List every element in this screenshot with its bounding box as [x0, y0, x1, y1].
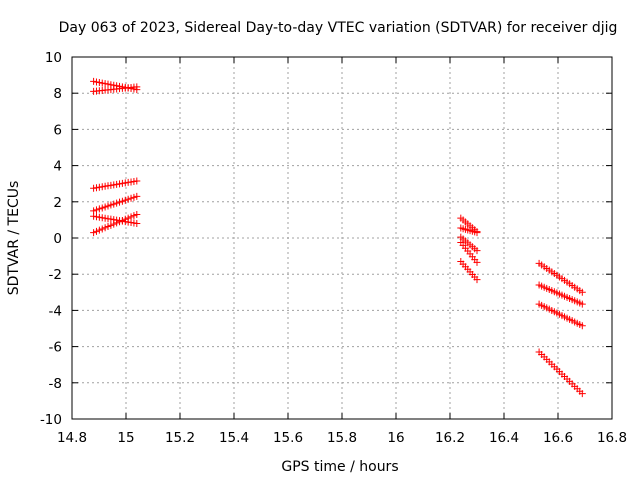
data-point	[110, 200, 118, 208]
y-axis-label: SDTVAR / TECUs	[6, 181, 22, 296]
data-point	[98, 204, 106, 212]
y-tick-label: -4	[49, 303, 62, 319]
y-tick-label: -2	[49, 267, 62, 283]
data-point	[127, 213, 135, 221]
y-tick-labels: -10 -8 -6 -4 -2 0 2 4 6 8 10	[40, 50, 62, 428]
data-point	[121, 196, 129, 204]
data-point	[107, 201, 115, 209]
data-point	[121, 215, 129, 223]
data-point	[101, 203, 109, 211]
data-point	[578, 322, 586, 330]
x-tick-label: 15.8	[327, 430, 357, 446]
data-point	[116, 198, 124, 206]
data-point	[107, 221, 115, 229]
data-point	[95, 205, 103, 213]
y-tick-label: 4	[53, 159, 62, 175]
data-point	[95, 79, 103, 87]
data-point	[133, 83, 141, 91]
data-point	[92, 206, 100, 214]
data-point	[110, 220, 118, 228]
x-tick-label: 16.8	[597, 430, 627, 446]
data-point	[90, 77, 98, 85]
y-tick-label: 8	[53, 86, 62, 102]
data-point	[473, 247, 481, 255]
data-point	[578, 390, 586, 398]
x-tick-label: 15.6	[273, 430, 303, 446]
x-tick-label: 16.6	[543, 430, 573, 446]
data-point	[98, 225, 106, 233]
data-point	[113, 219, 121, 227]
data-point	[127, 194, 135, 202]
data-point	[124, 195, 132, 203]
y-tick-label: -6	[49, 340, 62, 356]
data-point	[133, 220, 141, 228]
data-point	[98, 79, 106, 87]
x-tick-label: 16.4	[489, 430, 519, 446]
x-tick-labels: 14.8 15 15.2 15.4 15.6 15.8 16 16.2 16.4 16.6 16.8	[57, 430, 627, 446]
data-point	[92, 78, 100, 86]
x-tick-label: 14.8	[57, 430, 87, 446]
data-point	[104, 202, 112, 210]
data-point	[92, 227, 100, 235]
x-tick-label: 15.4	[219, 430, 249, 446]
data-point	[473, 276, 481, 284]
data-point	[578, 288, 586, 296]
data-point	[124, 214, 132, 222]
y-tick-label: 10	[45, 50, 62, 66]
data-point	[133, 210, 141, 218]
y-tick-label: 2	[53, 195, 62, 211]
axis-ticks	[71, 56, 613, 420]
x-tick-label: 15	[117, 430, 134, 446]
data-point	[130, 212, 138, 220]
x-tick-label: 15.2	[165, 430, 195, 446]
data-point	[101, 80, 109, 88]
data-point	[113, 199, 121, 207]
data-point	[473, 229, 481, 237]
data-point	[116, 218, 124, 226]
data-point	[578, 300, 586, 308]
data-point	[104, 223, 112, 231]
data-point	[118, 217, 126, 225]
chart-title: Day 063 of 2023, Sidereal Day-to-day VTE…	[59, 20, 618, 36]
data-point	[133, 177, 141, 185]
grid-lines	[72, 57, 612, 419]
data-point	[90, 229, 98, 237]
data-point	[473, 258, 481, 266]
data-point	[130, 193, 138, 201]
y-tick-label: -10	[40, 412, 62, 428]
y-tick-label: 6	[53, 122, 62, 138]
y-tick-label: 0	[53, 231, 62, 247]
data-point	[133, 192, 141, 200]
data-points	[90, 77, 586, 398]
data-point	[101, 224, 109, 232]
x-axis-label: GPS time / hours	[281, 459, 398, 475]
y-tick-label: -8	[49, 376, 62, 392]
data-point	[118, 197, 126, 205]
x-tick-label: 16.2	[435, 430, 465, 446]
data-point	[95, 226, 103, 234]
x-tick-label: 16	[387, 430, 404, 446]
